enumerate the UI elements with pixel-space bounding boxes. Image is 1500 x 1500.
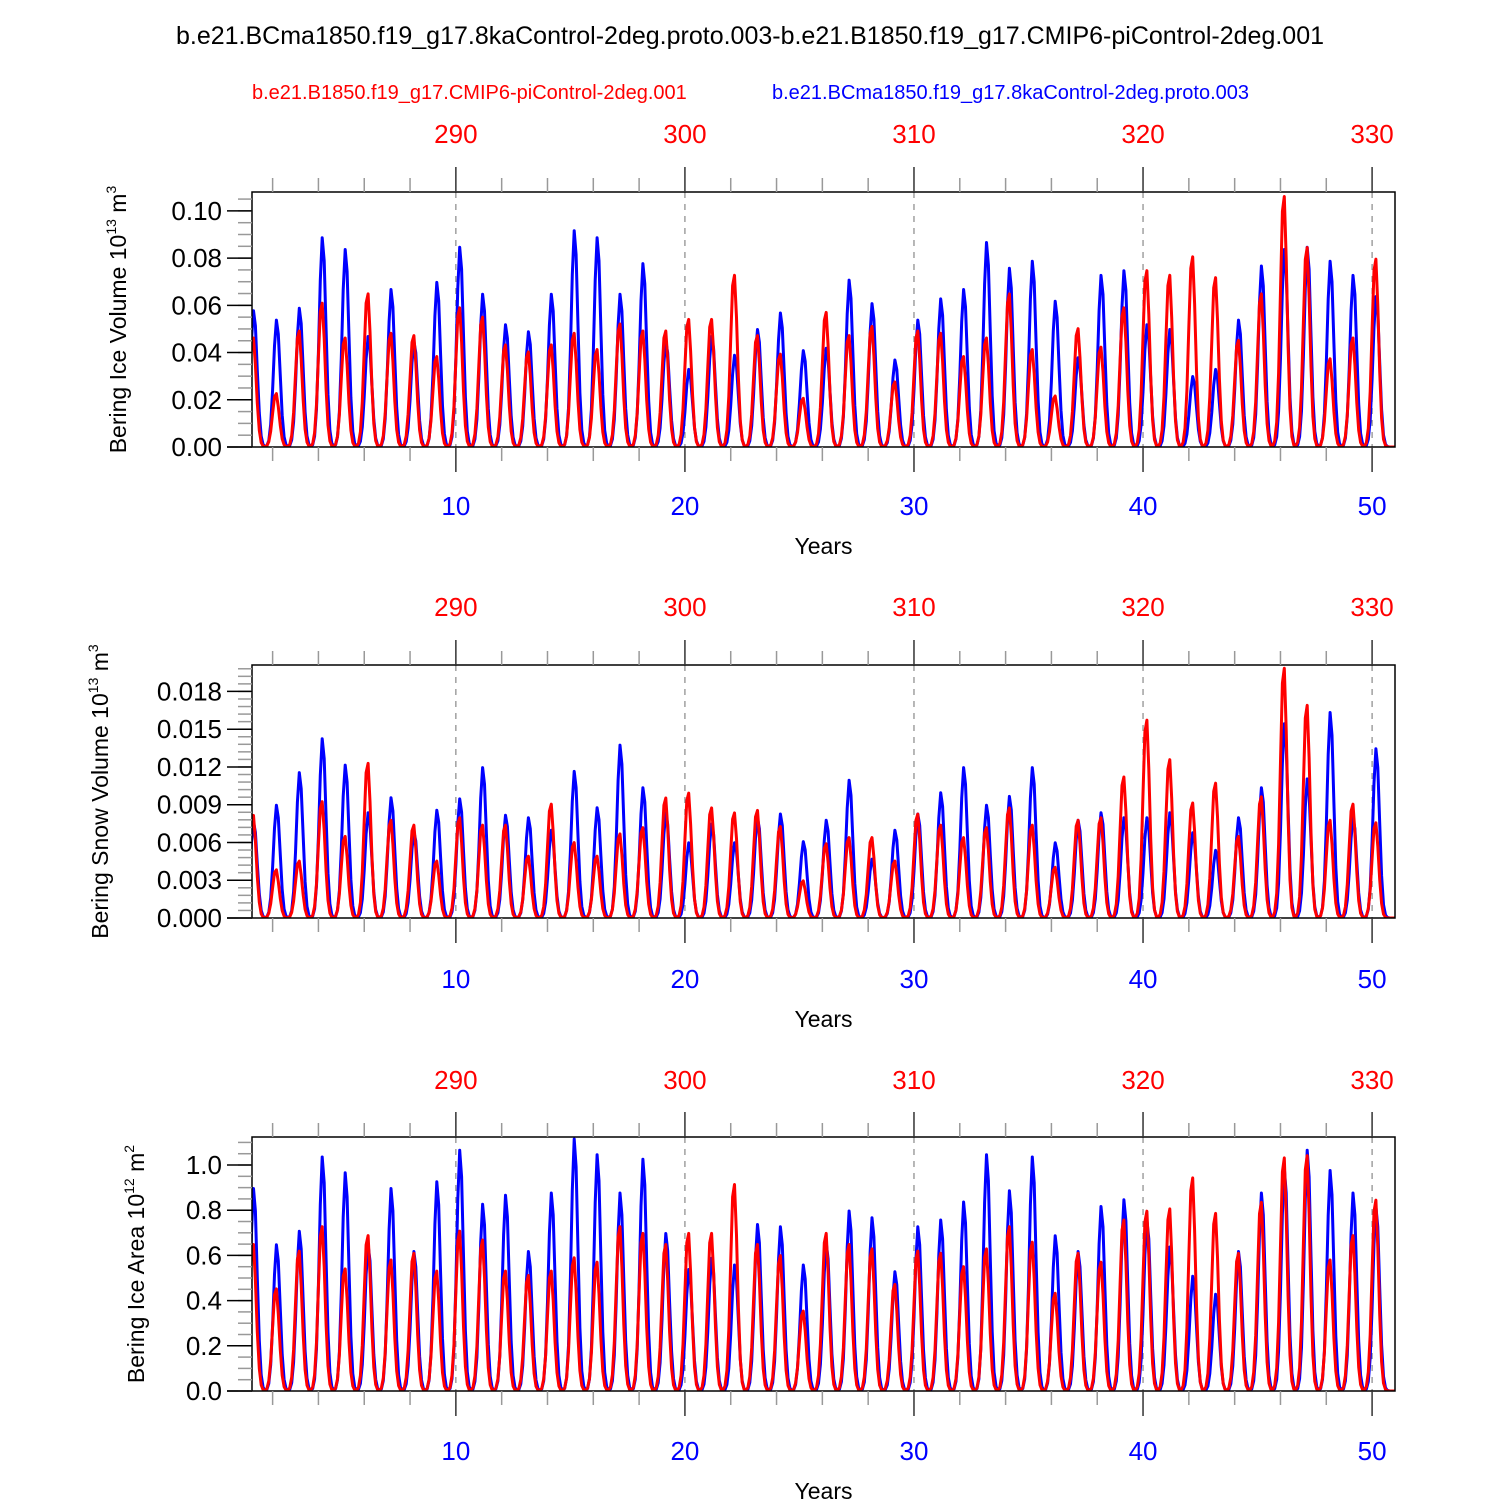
- x-tick-label-top: 330: [1350, 592, 1393, 622]
- y-tick-label: 0.6: [186, 1240, 222, 1270]
- y-tick-label: 0.018: [157, 676, 222, 706]
- series-line-red: [252, 666, 1395, 918]
- y-tick-label: 0.015: [157, 714, 222, 744]
- x-tick-label-top: 320: [1121, 119, 1164, 149]
- panel-1: 0.00 0.02 0.04 0.06 0.08 0.10 10 290 20 300 30 310 4…: [103, 119, 1396, 559]
- series-line-red: [252, 195, 1395, 447]
- x-tick-label-top: 290: [434, 592, 477, 622]
- x-tick-label-top: 300: [663, 592, 706, 622]
- x-tick-label-bottom: 20: [670, 1436, 699, 1466]
- x-tick-label-bottom: 40: [1129, 1436, 1158, 1466]
- series-line-blue: [252, 711, 1395, 918]
- x-axis-title: Years: [795, 1006, 853, 1032]
- y-tick-label: 0.0: [186, 1376, 222, 1406]
- x-tick-label-top: 310: [892, 119, 935, 149]
- x-tick-label-top: 320: [1121, 1065, 1164, 1095]
- y-tick-label: 0.02: [171, 385, 222, 415]
- y-tick-label: 0.8: [186, 1195, 222, 1225]
- x-tick-label-bottom: 40: [1129, 964, 1158, 994]
- panel-2: 0.000 0.003 0.006 0.009 0.012 0.015 0.018 10 290…: [85, 592, 1396, 1032]
- x-tick-label-bottom: 30: [900, 964, 929, 994]
- x-tick-label-bottom: 20: [670, 491, 699, 521]
- x-tick-label-bottom: 30: [900, 491, 929, 521]
- legend-blue-series-label: b.e21.BCma1850.f19_g17.8kaControl-2deg.p…: [772, 82, 1250, 104]
- y-tick-label: 0.4: [186, 1286, 222, 1316]
- x-tick-label-bottom: 20: [670, 964, 699, 994]
- x-tick-label-bottom: 50: [1358, 491, 1387, 521]
- y-tick-label: 0.006: [157, 827, 222, 857]
- x-tick-label-top: 300: [663, 1065, 706, 1095]
- x-tick-label-bottom: 10: [441, 1436, 470, 1466]
- series-line-red: [252, 1154, 1395, 1391]
- x-tick-label-bottom: 50: [1358, 1436, 1387, 1466]
- y-axis-title: Bering Snow Volume 1013 m3: [85, 644, 113, 939]
- plot-frame: [251, 1136, 1396, 1392]
- x-axis-title: Years: [795, 1478, 853, 1500]
- main-title: b.e21.BCma1850.f19_g17.8kaControl-2deg.p…: [175, 22, 1325, 50]
- x-tick-label-top: 320: [1121, 592, 1164, 622]
- x-tick-label-top: 290: [434, 119, 477, 149]
- y-tick-label: 0.00: [171, 432, 222, 462]
- panel-3: 0.0 0.2 0.4 0.6 0.8 1.0 10 290 20 300 30 310 40 320 50…: [121, 1065, 1396, 1500]
- x-tick-label-top: 330: [1350, 119, 1393, 149]
- x-tick-label-bottom: 40: [1129, 491, 1158, 521]
- y-tick-label: 0.04: [171, 338, 222, 368]
- y-axis-title: Bering Ice Volume 1013 m3: [103, 186, 131, 454]
- x-axis-title: Years: [795, 533, 853, 559]
- x-tick-label-top: 290: [434, 1065, 477, 1095]
- plot-frame: [251, 664, 1396, 919]
- y-tick-label: 0.000: [157, 903, 222, 933]
- x-tick-label-bottom: 10: [441, 964, 470, 994]
- y-tick-label: 0.10: [171, 196, 222, 226]
- x-tick-label-top: 310: [892, 1065, 935, 1095]
- x-tick-label-top: 300: [663, 119, 706, 149]
- y-tick-label: 0.003: [157, 865, 222, 895]
- x-tick-label-bottom: 10: [441, 491, 470, 521]
- y-tick-label: 0.08: [171, 243, 222, 273]
- y-tick-label: 1.0: [186, 1150, 222, 1180]
- y-tick-label: 0.012: [157, 752, 222, 782]
- y-tick-label: 0.06: [171, 290, 222, 320]
- y-tick-label: 0.2: [186, 1331, 222, 1361]
- legend-red-series-label: b.e21.B1850.f19_g17.CMIP6-piControl-2deg…: [252, 82, 687, 104]
- plot-frame: [251, 191, 1396, 448]
- x-tick-label-bottom: 50: [1358, 964, 1387, 994]
- y-axis-title: Bering Ice Area 1012 m2: [121, 1145, 149, 1383]
- x-tick-label-top: 330: [1350, 1065, 1393, 1095]
- x-tick-label-bottom: 30: [900, 1436, 929, 1466]
- y-tick-label: 0.009: [157, 790, 222, 820]
- x-tick-label-top: 310: [892, 592, 935, 622]
